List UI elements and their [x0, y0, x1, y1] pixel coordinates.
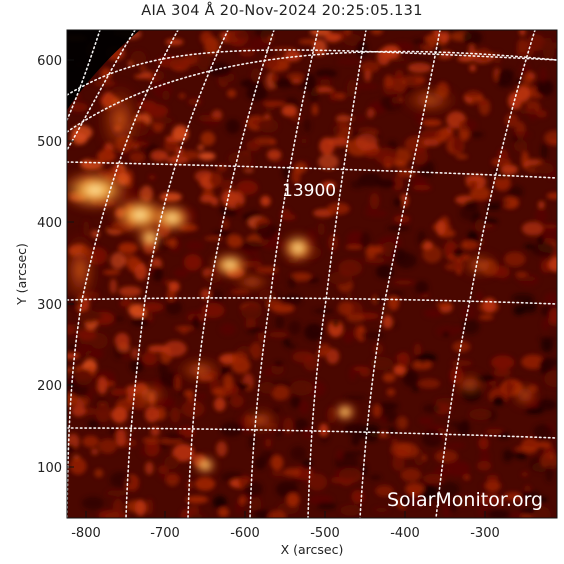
y-tick-label: 300	[37, 298, 62, 313]
x-tick-label: -300	[470, 526, 500, 541]
x-axis: -800 -700 -600 -500 -400 -300 X (arcsec)	[71, 511, 500, 557]
y-axis: 100 200 300 400 500 600 Y (arcsec)	[14, 54, 74, 476]
watermark-label: SolarMonitor.org	[387, 489, 543, 511]
x-axis-label: X (arcsec)	[281, 542, 344, 557]
x-tick-label: -800	[71, 526, 101, 541]
x-tick-label: -700	[150, 526, 180, 541]
y-tick-label: 200	[37, 379, 62, 394]
y-tick-label: 500	[37, 135, 62, 150]
image-title: AIA 304 Å 20-Nov-2024 20:25:05.131	[141, 3, 423, 19]
solar-disk-image: 13900 SolarMonitor.org	[67, 30, 557, 518]
active-region-label: 13900	[282, 181, 336, 201]
x-tick-label: -500	[310, 526, 340, 541]
y-tick-label: 400	[37, 216, 62, 231]
x-tick-label: -400	[390, 526, 420, 541]
y-tick-label: 100	[37, 461, 62, 476]
y-tick-label: 600	[37, 54, 62, 69]
heliographic-grid	[67, 30, 557, 518]
x-tick-label: -600	[230, 526, 260, 541]
plot-frame	[66, 29, 558, 519]
y-axis-label: Y (arcsec)	[14, 243, 29, 306]
